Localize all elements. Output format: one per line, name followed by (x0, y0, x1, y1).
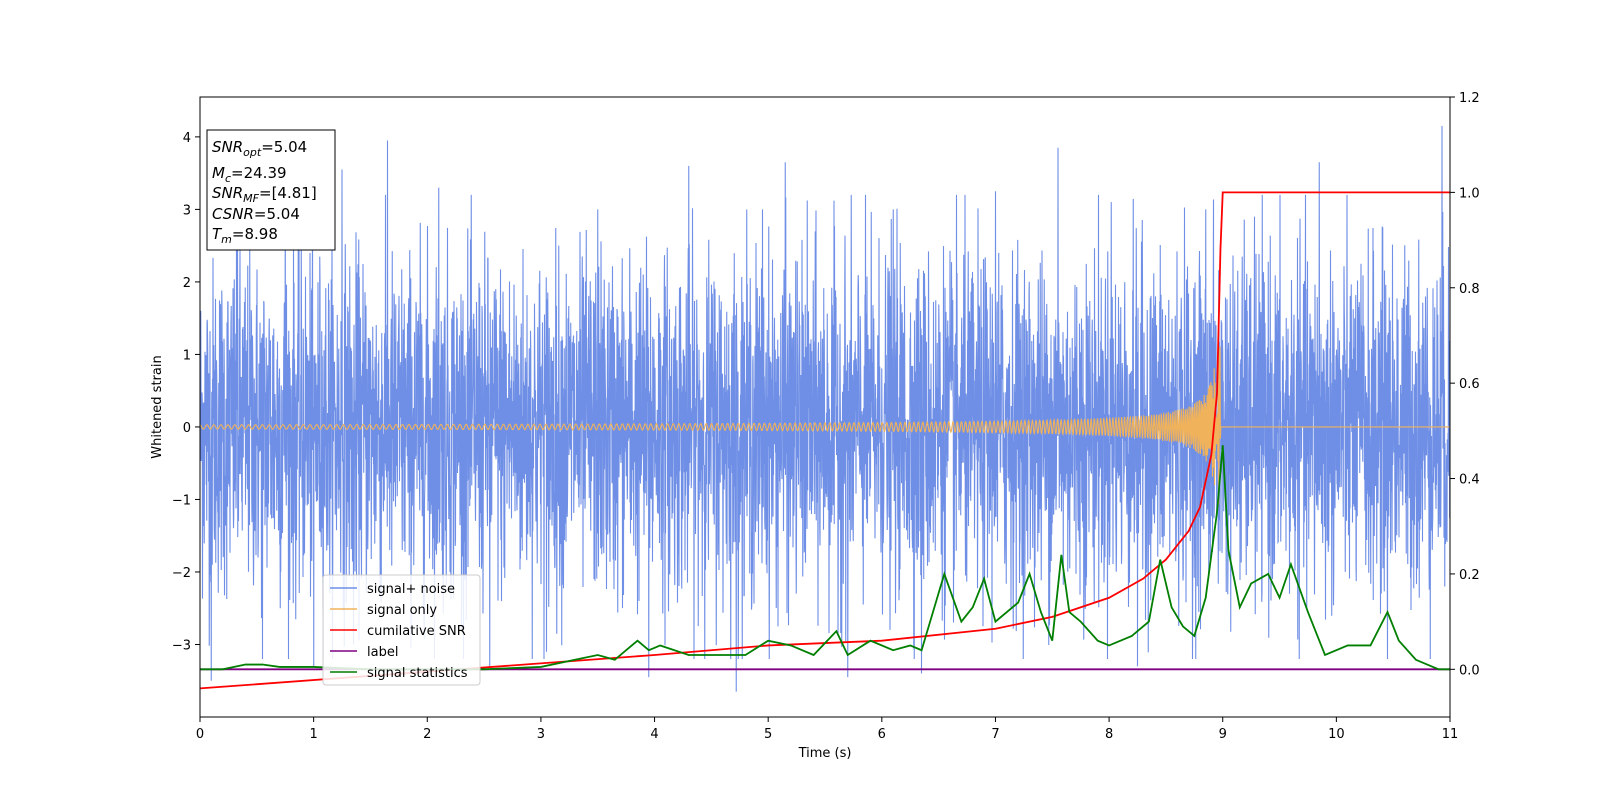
x-tick-label: 6 (878, 727, 886, 742)
series-signal-noise (200, 126, 1450, 692)
y-tick-label-left: 4 (183, 131, 191, 146)
y-tick-label-left: −2 (172, 566, 191, 581)
mc-text: Mc=24.39 (212, 164, 287, 185)
y-tick-label-right: 1.2 (1459, 91, 1480, 106)
axes-layer: 0 1 2 3 4 5 6 7 8 9 10 1143210−1−2−31.21.00.80.60.4… (172, 91, 1480, 742)
legend-label-signal-only: signal only (367, 603, 437, 618)
y-tick-label-left: 3 (183, 203, 191, 218)
series-cumulative-snr (200, 191, 1450, 690)
y-axis-label: Whitened strain (150, 355, 165, 458)
x-tick-label: 1 (309, 727, 317, 742)
y-tick-label-left: −1 (172, 493, 191, 508)
legend-label-signal-statistics: signal statistics (367, 666, 468, 681)
x-tick-label: 0 (196, 727, 204, 742)
y-tick-label-left: 1 (183, 348, 191, 363)
series-signal-statistics (200, 445, 1450, 671)
legend-label-cumulative-snr: cumilative SNR (367, 624, 466, 639)
y-tick-label-right: 0.8 (1459, 282, 1480, 297)
x-tick-label: 5 (764, 727, 772, 742)
y-tick-label-right: 0.0 (1459, 663, 1480, 678)
snr-mf-text: SNRMF=[4.81] (212, 184, 317, 205)
y-tick-label-right: 0.2 (1459, 568, 1480, 583)
plot-frame (199, 96, 1451, 718)
legend-label-signal-noise: signal+ noise (367, 582, 455, 597)
info-box: SNRopt=5.04 Mc=24.39 SNRMF=[4.81] CSNR=5… (206, 129, 336, 251)
y-tick-label-right: 0.4 (1459, 473, 1480, 488)
x-tick-label: 7 (991, 727, 999, 742)
tm-text: Tm=8.98 (212, 225, 278, 246)
x-tick-label: 4 (650, 727, 658, 742)
legend: signal+ noise signal only cumilative SNR… (322, 574, 481, 686)
x-tick-label: 8 (1105, 727, 1113, 742)
y-tick-label-left: −3 (172, 638, 191, 653)
x-axis-label: Time (s) (798, 746, 852, 761)
y-tick-label-right: 0.6 (1459, 377, 1480, 392)
x-tick-label: 10 (1328, 727, 1345, 742)
x-tick-label: 11 (1442, 727, 1459, 742)
snr-opt-text: SNRopt=5.04 (212, 138, 307, 159)
x-tick-label: 2 (423, 727, 431, 742)
y-tick-label-left: 0 (183, 421, 191, 436)
x-tick-label: 9 (1219, 727, 1227, 742)
series-signal-only (200, 346, 1450, 505)
y-tick-label-right: 1.0 (1459, 186, 1480, 201)
x-tick-label: 3 (537, 727, 545, 742)
legend-label-label: label (367, 645, 398, 660)
y-tick-label-left: 2 (183, 276, 191, 291)
csnr-text: CSNR=5.04 (212, 205, 300, 223)
